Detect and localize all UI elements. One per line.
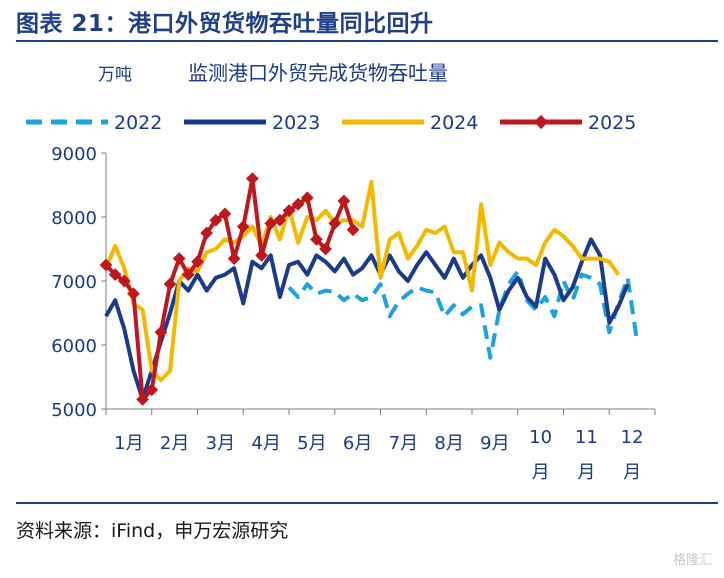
source-note: 资料来源：iFind，申万宏源研究 — [16, 520, 289, 542]
series-point-2025 — [300, 191, 314, 205]
legend-label-2023: 2023 — [272, 112, 320, 134]
series-point-2025 — [273, 213, 287, 227]
unit-label: 万吨 — [98, 65, 132, 85]
series-point-2025 — [291, 197, 305, 211]
series-layer — [99, 172, 639, 406]
series-point-2025 — [328, 217, 342, 230]
chart-title: 监测港口外贸完成货物吞吐量 — [188, 61, 448, 85]
legend-marker-2025 — [533, 114, 549, 130]
series-line-2023 — [104, 237, 630, 402]
series-point-2025 — [154, 325, 168, 339]
x-tick-label: 9月 — [480, 433, 509, 454]
x-tick-label-unit: 月 — [577, 462, 595, 483]
series-point-2025 — [346, 223, 360, 237]
x-tick-label: 11 月 — [575, 427, 598, 483]
x-tick-label: 8月 — [434, 433, 463, 454]
x-tick-label: 10 月 — [529, 427, 552, 483]
y-tick-label: 6000 — [51, 336, 97, 357]
x-tick-label: 12 月 — [621, 427, 644, 483]
series-point-2025 — [236, 220, 250, 233]
footer-rule — [16, 502, 718, 504]
legend: 2022 2023 2024 2025 — [26, 112, 636, 134]
series-point-2025 — [282, 204, 296, 217]
figure-title: 图表 21：港口外贸货物吞吐量同比回升 — [16, 11, 434, 37]
y-tick-label: 8000 — [51, 208, 97, 229]
x-tick-label: 7月 — [389, 433, 418, 454]
series-point-2025 — [172, 252, 186, 265]
x-tick-label-unit: 月 — [532, 462, 550, 483]
series-point-2025 — [191, 255, 204, 269]
series-point-2025 — [310, 233, 323, 246]
x-tick-label: 4月 — [251, 433, 280, 454]
legend-label-2025: 2025 — [588, 112, 636, 134]
y-tick-label: 5000 — [51, 400, 97, 421]
x-tick-label: 3月 — [206, 433, 235, 454]
axes: 5000 6000 7000 8000 9000 1月 2月 3月 4月 5月 6月 7月 8月 9月 10… — [51, 144, 656, 483]
series-point-2025 — [136, 393, 149, 406]
series-point-2025 — [337, 194, 351, 208]
series-point-2025 — [117, 274, 131, 288]
y-tick-label: 7000 — [51, 272, 97, 293]
series-point-2025 — [163, 277, 177, 291]
series-point-2025 — [227, 252, 241, 265]
legend-label-2022: 2022 — [114, 112, 162, 134]
series-line-2022 — [287, 269, 639, 360]
y-tick-label: 9000 — [51, 144, 97, 165]
watermark: 格隆汇 — [672, 553, 712, 568]
x-tick-label-number: 10 — [529, 427, 552, 448]
series-point-2025 — [218, 207, 232, 221]
series-point-2025 — [255, 249, 268, 262]
series-point-2025 — [246, 172, 259, 185]
x-tick-label-number: 12 — [621, 427, 644, 448]
series-point-2025 — [99, 258, 113, 272]
series-line-2025 — [104, 176, 356, 402]
series-point-2025 — [200, 226, 214, 240]
series-point-2025 — [209, 213, 223, 227]
x-tick-label: 6月 — [343, 433, 372, 454]
x-tick-label: 2月 — [160, 433, 189, 454]
x-tick-label-unit: 月 — [623, 462, 641, 483]
x-tick-label-number: 11 — [575, 427, 598, 448]
legend-label-2024: 2024 — [430, 112, 478, 134]
series-point-2025 — [319, 242, 332, 256]
title-rule — [16, 40, 718, 42]
x-tick-label: 1月 — [114, 433, 143, 454]
x-tick-label: 5月 — [297, 433, 326, 454]
